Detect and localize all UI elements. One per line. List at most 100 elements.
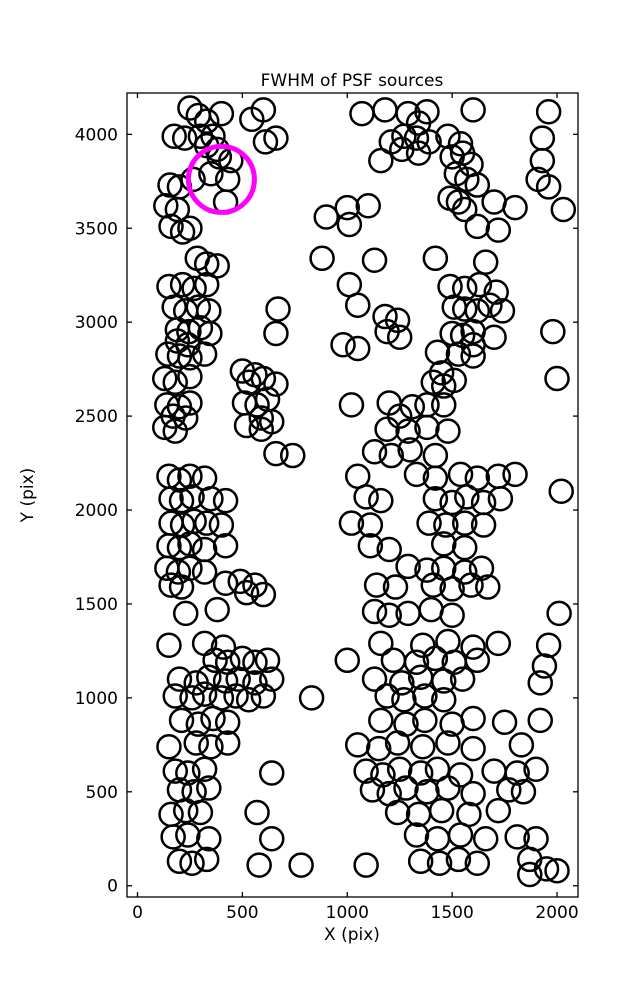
y-tick-label: 1000 (75, 689, 118, 709)
psf-source-marker (449, 666, 476, 692)
psf-source-marker (212, 532, 239, 559)
psf-source-marker (204, 253, 230, 279)
psf-source-marker (477, 292, 503, 319)
psf-source-marker (166, 666, 193, 692)
psf-source-marker (422, 245, 449, 272)
psf-source-marker (214, 709, 241, 736)
psf-source-marker (382, 574, 409, 600)
psf-source-marker (166, 534, 193, 561)
psf-source-marker (214, 730, 241, 756)
psf-source-marker (531, 653, 558, 679)
psf-source-marker (177, 345, 203, 371)
psf-source-marker (460, 735, 486, 762)
psf-source-marker (431, 687, 457, 713)
psf-source-marker (496, 777, 522, 803)
psf-source-marker (397, 437, 423, 463)
psf-source-marker (160, 403, 186, 429)
psf-source-marker (544, 857, 570, 884)
psf-source-marker (334, 647, 361, 674)
psf-source-marker (175, 822, 201, 848)
psf-source-marker (464, 213, 491, 240)
y-tick-label: 500 (86, 783, 118, 803)
psf-source-marker (550, 196, 577, 223)
psf-source-marker (172, 797, 199, 824)
x-tick-label: 1500 (431, 903, 474, 923)
psf-source-marker (410, 733, 436, 760)
y-tick-label: 0 (107, 877, 118, 897)
psf-source-marker (258, 826, 285, 852)
psf-source-marker (162, 369, 188, 396)
psf-source-marker (183, 730, 209, 756)
psf-source-marker (460, 97, 486, 123)
psf-source-marker (193, 510, 220, 536)
highlight-marker-layer[interactable] (185, 143, 257, 215)
psf-source-marker (374, 683, 400, 709)
psf-source-marker (353, 852, 379, 878)
psf-source-marker (168, 707, 195, 734)
psf-source-marker (431, 531, 457, 557)
psf-source-marker (258, 408, 285, 435)
psf-source-marker (177, 215, 203, 241)
psf-source-marker (187, 799, 214, 826)
psf-source-marker (334, 194, 361, 221)
psf-source-marker (338, 392, 365, 418)
psf-source-marker (447, 822, 474, 848)
psf-source-marker (451, 275, 478, 302)
psf-source-marker (344, 292, 371, 319)
psf-source-marker (212, 487, 239, 514)
psf-source-marker (384, 730, 411, 756)
psf-source-marker (179, 850, 205, 876)
psf-source-marker (472, 826, 499, 852)
psf-source-marker (177, 463, 203, 489)
psf-source-marker (489, 298, 516, 324)
psf-source-marker (193, 108, 220, 134)
selected-source-highlight-icon[interactable] (185, 143, 257, 215)
psf-source-marker (263, 125, 289, 151)
psf-source-marker (177, 363, 203, 390)
psf-source-marker (454, 484, 480, 510)
data-markers-layer (152, 95, 577, 888)
psf-source-marker (485, 217, 512, 243)
psf-source-marker (431, 668, 457, 694)
psf-source-marker (376, 602, 402, 628)
psf-source-marker (395, 553, 421, 580)
psf-source-marker (156, 632, 182, 659)
psf-source-marker (165, 559, 192, 585)
psf-source-marker (391, 123, 417, 149)
psf-source-marker (445, 846, 472, 873)
psf-source-marker (464, 298, 491, 324)
psf-source-marker (157, 172, 183, 198)
psf-source-marker (344, 732, 371, 758)
psf-source-marker (395, 418, 421, 444)
psf-source-marker (460, 634, 486, 660)
psf-source-marker (464, 465, 491, 491)
psf-source-marker (435, 418, 461, 444)
psf-source-marker (403, 822, 430, 848)
psf-source-marker (250, 683, 277, 709)
psf-source-marker (407, 760, 434, 786)
psf-source-marker (393, 775, 419, 801)
psf-source-marker (172, 405, 199, 431)
psf-source-marker (212, 570, 239, 597)
x-tick-label: 1000 (326, 903, 369, 923)
psf-source-marker (449, 140, 476, 166)
psf-source-marker (368, 630, 394, 657)
psf-source-marker (445, 341, 472, 367)
psf-source-marker (451, 510, 478, 536)
psf-source-marker (200, 705, 226, 732)
psf-source-marker (359, 777, 386, 803)
psf-source-marker (540, 318, 566, 345)
psf-source-marker (229, 358, 256, 384)
psf-source-marker (248, 405, 274, 431)
psf-source-marker (191, 681, 218, 707)
psf-source-marker (177, 390, 203, 416)
psf-source-marker (181, 275, 207, 302)
psf-source-marker (529, 147, 556, 174)
psf-source-marker (502, 194, 528, 221)
psf-source-marker (451, 559, 478, 585)
psf-source-marker (422, 645, 449, 672)
psf-source-marker (208, 512, 235, 538)
psf-source-marker (426, 850, 453, 876)
